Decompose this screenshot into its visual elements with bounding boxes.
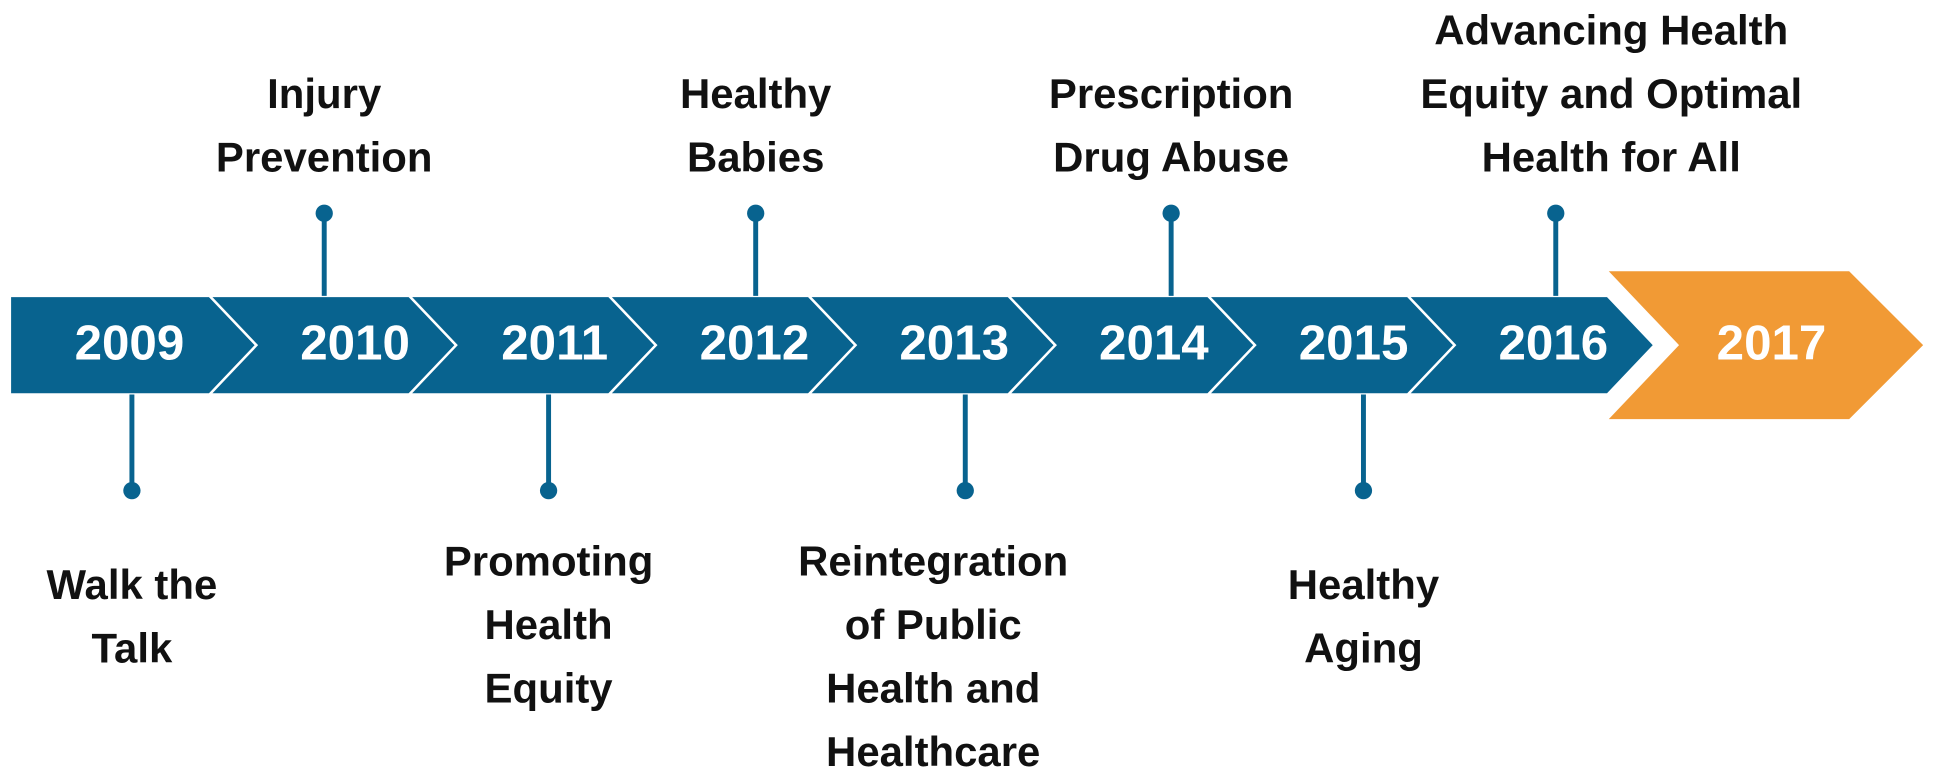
milestone-label: Injury — [267, 70, 382, 117]
pin-dot — [1547, 204, 1565, 222]
milestone-label: Prevention — [216, 133, 433, 180]
year: 2014 — [1099, 315, 1209, 370]
pin-dot — [747, 204, 765, 222]
pin-dot — [123, 481, 141, 500]
year: 2009 — [75, 315, 185, 370]
milestone-label: Talk — [92, 625, 173, 672]
pin-dot — [956, 481, 974, 500]
milestone-label: Walk the — [47, 561, 218, 608]
milestone-label: of Public — [845, 601, 1022, 648]
milestone-label: Reintegration — [798, 538, 1068, 585]
milestone-label: Healthy — [680, 70, 832, 117]
milestone-label: Prescription — [1049, 70, 1294, 117]
milestone-label: Aging — [1304, 625, 1423, 672]
pin-dot — [539, 481, 558, 500]
year: 2013 — [899, 315, 1009, 370]
milestone-label: Promoting — [444, 538, 654, 585]
year: 2015 — [1299, 315, 1409, 370]
pin-dot — [1354, 481, 1373, 500]
milestone-label: Equity and Optimal — [1420, 70, 1802, 117]
year: 2016 — [1498, 315, 1608, 370]
pin-dot — [1162, 204, 1180, 222]
milestone-label: Drug Abuse — [1053, 133, 1289, 180]
milestone-label: Babies — [687, 133, 824, 180]
year: 2011 — [501, 315, 608, 370]
milestone-label: Advancing Health — [1434, 6, 1788, 53]
year: 2017 — [1717, 315, 1827, 370]
year: 2010 — [300, 315, 410, 370]
pin-dot — [315, 204, 333, 222]
milestone-label: Equity — [485, 665, 614, 712]
milestone-label: Health and — [826, 665, 1040, 712]
milestone-label: Healthcare — [826, 728, 1040, 775]
year: 2012 — [700, 315, 810, 370]
milestone-label: Health for All — [1482, 133, 1741, 180]
chevron — [1404, 294, 1657, 396]
milestone-label: Health — [485, 601, 613, 648]
milestone-label: Healthy — [1288, 561, 1440, 608]
chevron-highlight — [1608, 271, 1924, 420]
